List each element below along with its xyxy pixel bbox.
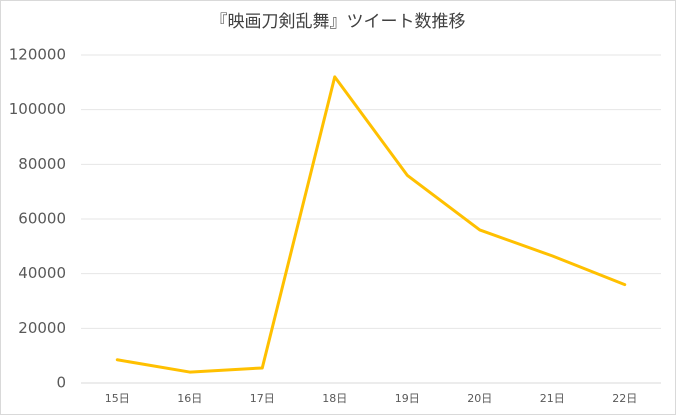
data-line: [115, 75, 627, 374]
x-tick-label: 15日: [105, 392, 130, 405]
y-tick-label: 120000: [9, 46, 66, 64]
y-tick-label: 60000: [18, 210, 66, 228]
y-tick-label: 100000: [9, 100, 66, 118]
x-tick-label: 17日: [250, 392, 275, 405]
y-tick-label: 40000: [18, 264, 66, 282]
x-tick-label: 22日: [612, 392, 637, 405]
x-tick-label: 21日: [540, 392, 565, 405]
x-tick-label: 20日: [467, 392, 492, 405]
y-tick-label: 80000: [18, 155, 66, 173]
x-tick-label: 16日: [177, 392, 202, 405]
x-tick-label: 19日: [395, 392, 420, 405]
x-tick-label: 18日: [322, 392, 347, 405]
chart-title: 『映画刀剣乱舞』ツイート数推移: [211, 12, 466, 32]
y-tick-label: 20000: [18, 319, 66, 337]
y-tick-label: 0: [56, 374, 66, 392]
